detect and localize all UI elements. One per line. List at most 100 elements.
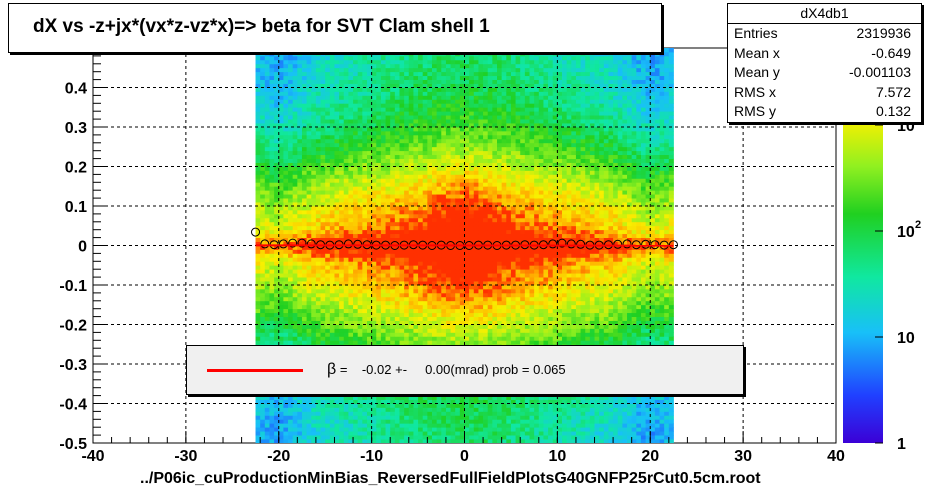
heatmap-cell <box>436 142 442 148</box>
heatmap-cell <box>329 399 335 404</box>
heatmap-cell <box>371 170 377 175</box>
heatmap-cell <box>464 407 470 412</box>
heatmap-cell <box>366 182 373 187</box>
heatmap-cell <box>483 87 489 92</box>
heatmap-cell <box>334 59 340 65</box>
heatmap-cell <box>394 158 400 163</box>
heatmap-cell <box>441 399 447 404</box>
heatmap-cell <box>283 281 289 286</box>
heatmap-cell <box>366 115 373 120</box>
heatmap-cell <box>422 190 428 195</box>
heatmap-cell <box>255 415 261 420</box>
heatmap-cell <box>418 190 424 195</box>
heatmap-cell <box>478 99 484 104</box>
heatmap-cell <box>399 79 405 84</box>
heatmap-cell <box>362 75 368 80</box>
heatmap-cell <box>445 415 451 420</box>
heatmap-cell <box>431 269 438 274</box>
heatmap-cell <box>334 245 340 250</box>
heatmap-cell <box>483 253 489 258</box>
heatmap-cell <box>315 324 321 329</box>
heatmap-cell <box>334 127 340 132</box>
heatmap-cell <box>455 269 461 274</box>
heatmap-cell <box>274 431 280 436</box>
heatmap-cell <box>315 178 321 183</box>
heatmap-cell <box>413 202 419 207</box>
heatmap-cell <box>418 79 424 84</box>
heatmap-cell <box>288 328 294 333</box>
heatmap-cell <box>311 312 317 317</box>
heatmap-cell <box>320 324 326 329</box>
heatmap-cell <box>450 439 456 443</box>
heatmap-cell <box>464 71 470 77</box>
heatmap-cell <box>418 328 424 333</box>
heatmap-cell <box>436 261 442 266</box>
heatmap-cell <box>427 130 433 136</box>
heatmap-cell <box>353 340 359 345</box>
heatmap-cell <box>343 403 349 408</box>
heatmap-cell <box>431 423 438 428</box>
heatmap-cell <box>269 59 275 65</box>
heatmap-cell <box>353 55 359 61</box>
heatmap-cell <box>288 399 294 404</box>
heatmap-cell <box>306 55 312 61</box>
heatmap-cell <box>478 237 484 242</box>
heatmap-cell <box>399 308 405 314</box>
heatmap-cell <box>445 419 451 424</box>
heatmap-cell <box>478 194 484 199</box>
heatmap-cell <box>464 281 470 286</box>
heatmap-cell <box>427 190 433 195</box>
heatmap-cell <box>427 288 433 294</box>
heatmap-cell <box>348 419 354 424</box>
heatmap-cell <box>404 130 410 136</box>
heatmap-cell <box>483 257 489 262</box>
heatmap-cell <box>445 237 451 242</box>
heatmap-cell <box>366 411 373 416</box>
heatmap-cell <box>260 217 266 223</box>
heatmap-cell <box>413 138 419 144</box>
heatmap-cell <box>380 123 386 128</box>
heatmap-cell <box>418 292 424 298</box>
heatmap-cell <box>371 415 377 420</box>
heatmap-cell <box>288 130 294 136</box>
heatmap-cell <box>320 281 326 286</box>
heatmap-cell <box>380 249 386 254</box>
heatmap-cell <box>297 83 303 88</box>
heatmap-cell <box>469 154 475 159</box>
heatmap-cell <box>399 59 405 65</box>
heatmap-cell <box>260 174 266 179</box>
heatmap-cell <box>274 316 280 321</box>
heatmap-cell <box>441 123 447 128</box>
heatmap-cell <box>339 439 345 443</box>
heatmap-cell <box>473 257 479 262</box>
heatmap-cell <box>334 91 340 96</box>
heatmap-cell <box>264 146 270 152</box>
heatmap-cell <box>431 300 438 306</box>
heatmap-cell <box>353 87 359 92</box>
heatmap-cell <box>260 336 266 341</box>
heatmap-cell <box>483 435 489 440</box>
heatmap-cell <box>339 431 345 436</box>
heatmap-cell <box>301 221 308 227</box>
heatmap-cell <box>483 407 489 412</box>
heatmap-cell <box>390 399 396 404</box>
heatmap-cell <box>385 186 391 191</box>
heatmap-cell <box>394 292 400 298</box>
heatmap-cell <box>473 186 479 191</box>
heatmap-cell <box>422 229 428 235</box>
heatmap-cell <box>269 336 275 341</box>
heatmap-cell <box>469 75 475 80</box>
heatmap-cell <box>366 206 373 211</box>
heatmap-cell <box>288 439 294 443</box>
heatmap-cell <box>311 170 317 175</box>
heatmap-cell <box>329 332 335 337</box>
heatmap-cell <box>274 423 280 428</box>
heatmap-cell <box>450 423 456 428</box>
heatmap-cell <box>408 123 414 128</box>
heatmap-cell <box>399 269 405 274</box>
heatmap-cell <box>274 249 280 254</box>
heatmap-cell <box>413 83 419 88</box>
heatmap-cell <box>269 178 275 183</box>
heatmap-cell <box>380 59 386 65</box>
heatmap-cell <box>343 324 349 329</box>
